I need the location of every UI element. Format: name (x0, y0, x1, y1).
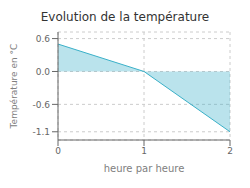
svg-text:0.6: 0.6 (36, 34, 51, 44)
svg-text:0.0: 0.0 (36, 67, 51, 77)
svg-text:-0.6: -0.6 (32, 100, 50, 110)
svg-text:-1.1: -1.1 (32, 127, 50, 137)
svg-text:heure par heure: heure par heure (104, 163, 185, 174)
svg-text:2: 2 (227, 146, 233, 156)
svg-text:1: 1 (141, 146, 147, 156)
svg-text:0: 0 (55, 146, 61, 156)
html-text:Evolution de la température: Evolution de la température (40, 10, 210, 24)
svg-text:Température en °C: Température en °C (9, 44, 19, 130)
